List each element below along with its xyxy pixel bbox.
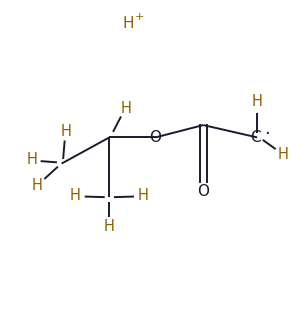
Text: H: H — [122, 16, 134, 31]
Text: H: H — [121, 101, 132, 116]
Text: O: O — [197, 185, 209, 199]
Text: H: H — [104, 219, 115, 234]
Text: H: H — [70, 188, 81, 204]
Text: H: H — [252, 94, 263, 109]
Text: ·: · — [264, 125, 270, 143]
Text: H: H — [61, 124, 72, 139]
Text: H: H — [138, 188, 149, 204]
Text: H: H — [31, 178, 43, 193]
Text: C: C — [250, 130, 261, 145]
Text: +: + — [135, 12, 144, 22]
Text: H: H — [278, 147, 289, 162]
Text: O: O — [150, 130, 161, 145]
Text: H: H — [27, 152, 38, 167]
